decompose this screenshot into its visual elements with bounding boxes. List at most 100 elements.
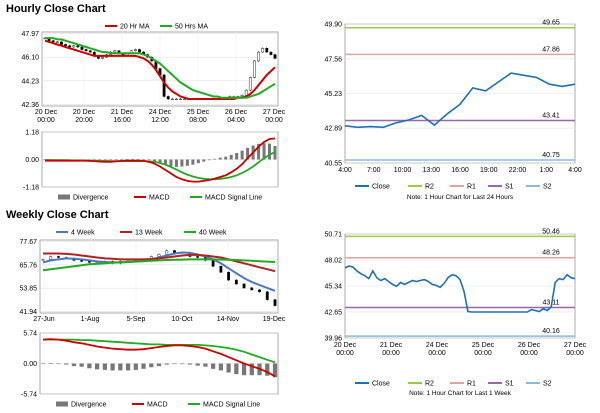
- x-tick-label-line: 00:00: [37, 117, 55, 124]
- divergence-bar: [180, 363, 185, 365]
- x-tick-label-line: 00:00: [382, 350, 400, 357]
- divergence-bar: [196, 159, 200, 164]
- divergence-bar: [211, 363, 216, 369]
- divergence-bar: [235, 152, 239, 160]
- candle-body: [87, 261, 91, 263]
- x-tick-label: 27-Jun: [33, 316, 55, 323]
- candle-body: [165, 250, 169, 255]
- divergence-bar: [118, 363, 123, 371]
- candle-body: [64, 44, 67, 46]
- x-tick-label-line: 00:00: [474, 350, 492, 357]
- divergence-bar: [249, 363, 254, 376]
- pivot-level-label: 40.16: [542, 328, 560, 335]
- candle-body: [273, 54, 277, 59]
- x-tick-label: 7:00: [367, 167, 381, 174]
- candle-body: [41, 259, 45, 261]
- hourly-section-title: Hourly Close Chart: [6, 3, 106, 15]
- x-tick-label: 25 Dec 00:00: [472, 342, 495, 357]
- divergence-bar: [234, 363, 239, 375]
- candle-body: [248, 77, 252, 91]
- divergence-bar: [149, 363, 154, 368]
- signal-line: [43, 338, 276, 364]
- divergence-bar: [164, 363, 169, 365]
- pivot-level-label: 47.86: [542, 46, 560, 53]
- candle-body: [76, 45, 80, 48]
- legend-label: R2: [425, 381, 434, 388]
- divergence-bar: [218, 363, 223, 371]
- candle-body: [175, 98, 178, 100]
- divergence-bar: [241, 363, 247, 376]
- x-tick-label: 10:00: [394, 167, 412, 174]
- hourly-macd-chart: 1.18 0.00 -1.18 Divergence MACD MACD Signal L…: [23, 130, 279, 202]
- divergence-bar: [133, 363, 138, 370]
- divergence-bar: [169, 159, 173, 167]
- y-tick-label: 77.67: [19, 239, 37, 246]
- x-tick-label: 21 Dec 00:00: [380, 342, 403, 357]
- x-tick-label: 4:00: [338, 167, 352, 174]
- divergence-bar: [156, 363, 162, 367]
- legend-swatch: [58, 194, 70, 200]
- x-tick-label: 22:00: [509, 167, 527, 174]
- divergence-bar: [71, 363, 77, 367]
- divergence-bar: [125, 363, 131, 371]
- divergence-bar: [203, 363, 208, 367]
- divergence-bar: [56, 363, 61, 365]
- candle-body: [257, 51, 260, 62]
- y-tick-label: 1.18: [25, 130, 39, 137]
- ma-line-ma50: [45, 37, 276, 99]
- legend-label: S1: [505, 184, 514, 191]
- y-tick-label: 42.36: [21, 102, 39, 109]
- x-tick-label: 13:00: [422, 167, 440, 174]
- x-tick-label-line: 25 Dec: [472, 342, 495, 349]
- candle-body: [55, 41, 59, 43]
- pivot-level-label: 50.46: [542, 228, 560, 235]
- divergence-bar: [64, 363, 69, 365]
- candle-body: [242, 283, 246, 289]
- legend-label: S2: [543, 184, 552, 191]
- candle-body: [273, 299, 277, 306]
- x-tick-label: 26 Dec 04:00: [225, 109, 248, 124]
- x-tick-label-line: 08:00: [189, 117, 207, 124]
- plot-area: [39, 239, 279, 314]
- divergence-bar: [136, 159, 140, 160]
- y-tick-label: 40.55: [324, 161, 342, 168]
- candle-body: [49, 256, 53, 260]
- x-tick-label-line: 21 Dec: [380, 342, 403, 349]
- divergence-bar: [79, 363, 84, 367]
- x-tick-label: 20 Dec 00:00: [334, 342, 357, 357]
- candle-body: [101, 56, 104, 59]
- legend-label: Close: [372, 381, 390, 388]
- divergence-bar: [185, 159, 189, 166]
- divergence-bar: [142, 159, 146, 160]
- divergence-bar: [202, 159, 206, 162]
- x-tick-label: 27 Dec 00:00: [263, 109, 286, 124]
- ma-line-w13: [43, 252, 276, 273]
- divergence-bar: [163, 159, 167, 165]
- x-tick-label-line: 00:00: [428, 350, 446, 357]
- divergence-bar: [40, 363, 46, 365]
- legend-label: MACD Signal Line: [203, 402, 260, 409]
- candle-body: [211, 260, 215, 267]
- y-tick-label: 45.23: [324, 91, 342, 98]
- candle-body: [250, 287, 254, 291]
- x-tick-label-line: 20 Dec: [73, 109, 96, 116]
- x-tick-label-line: 20 Dec: [35, 109, 58, 116]
- pivot-level-label: 49.65: [542, 20, 560, 27]
- candle-body: [265, 48, 269, 53]
- macd-line: [45, 137, 276, 183]
- y-tick-label: 44.23: [21, 78, 39, 85]
- divergence-bar: [229, 154, 233, 160]
- pivot-level-label: 40.75: [542, 152, 560, 159]
- x-tick-label-line: 24 Dec: [426, 342, 449, 349]
- y-tick-label: 65.76: [19, 262, 37, 269]
- y-tick-label: 47.97: [21, 31, 39, 38]
- candle-body: [253, 60, 256, 78]
- legend-label: Divergence: [73, 195, 109, 202]
- legend-label: R2: [425, 184, 434, 191]
- x-tick-label-line: 12:00: [151, 117, 169, 124]
- divergence-bar: [224, 156, 228, 160]
- y-tick-label: 0.00: [25, 157, 39, 164]
- x-tick-label: 25 Dec 08:00: [187, 109, 210, 124]
